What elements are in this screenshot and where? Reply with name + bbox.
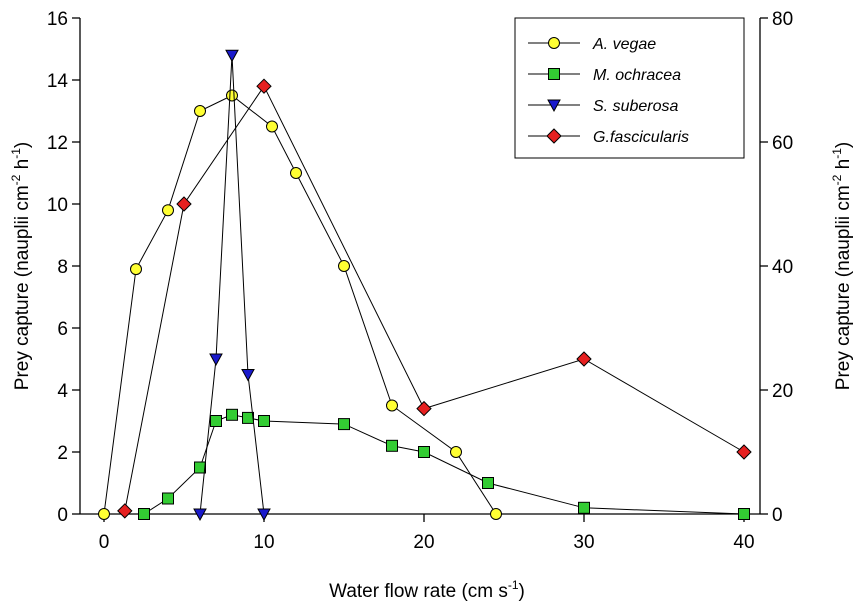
data-point-s-suberosa: [241, 369, 255, 382]
data-point-g-fascicularis: [256, 78, 272, 94]
left-y-tick-label: 12: [47, 133, 68, 154]
series-line-g-fascicularis: [124, 85, 745, 511]
left-y-axis-ticks: 0 2 4 6 8 10 12 14 16: [47, 9, 80, 526]
series-a-vegae: [98, 89, 502, 520]
data-point-m-ochracea: [386, 439, 398, 452]
left-y-tick-label: 10: [47, 195, 68, 216]
data-point-a-vegae: [226, 89, 238, 102]
legend-marker: [548, 37, 560, 49]
data-point-m-ochracea: [242, 411, 254, 424]
data-point-m-ochracea: [738, 508, 750, 520]
data-point-a-vegae: [130, 263, 142, 276]
left-y-axis-title: Prey capture (nauplii cm-2 h-1): [9, 142, 33, 390]
legend-label: S. suberosa: [593, 98, 678, 115]
right-y-tick-label: 60: [772, 133, 793, 154]
right-y-tick-label: 80: [772, 9, 793, 30]
data-point-s-suberosa: [225, 49, 239, 63]
data-point-a-vegae: [162, 204, 174, 217]
series-layer: [98, 49, 752, 522]
series-s-suberosa: [193, 49, 271, 522]
series-line-s-suberosa: [199, 55, 265, 515]
legend-item-s-suberosa: S. suberosa: [528, 98, 678, 115]
legend-marker: [546, 128, 562, 144]
data-point-a-vegae: [266, 120, 278, 133]
data-point-s-suberosa: [209, 353, 223, 367]
right-y-tick-label: 0: [772, 505, 783, 526]
left-y-tick-label: 4: [57, 381, 68, 402]
data-point-m-ochracea: [138, 508, 150, 520]
data-point-g-fascicularis: [176, 196, 192, 212]
series-m-ochracea: [138, 408, 750, 520]
data-point-g-fascicularis: [416, 400, 432, 417]
legend-items: A. vegae M. ochracea S. suberosa G.fascicul…: [528, 36, 689, 146]
legend-label: A. vegae: [592, 36, 656, 53]
data-point-m-ochracea: [194, 461, 206, 474]
data-point-m-ochracea: [210, 415, 222, 427]
data-point-a-vegae: [98, 508, 110, 520]
data-point-m-ochracea: [226, 408, 238, 421]
data-point-m-ochracea: [162, 492, 174, 505]
data-point-m-ochracea: [418, 446, 430, 458]
data-point-a-vegae: [338, 260, 350, 272]
legend-item-a-vegae: A. vegae: [528, 36, 656, 53]
left-y-tick-label: 0: [57, 505, 68, 526]
data-point-a-vegae: [386, 399, 398, 412]
x-tick-label: 20: [413, 532, 434, 553]
data-point-g-fascicularis: [736, 444, 752, 460]
right-y-tick-label: 20: [772, 381, 793, 402]
left-y-tick-label: 6: [57, 319, 68, 340]
legend-label: M. ochracea: [593, 67, 681, 84]
data-point-m-ochracea: [338, 418, 350, 431]
series-line-m-ochracea: [143, 414, 745, 515]
data-point-m-ochracea: [578, 501, 590, 514]
legend-marker: [548, 68, 560, 80]
legend: A. vegae M. ochracea S. suberosa G.fascicul…: [514, 17, 745, 159]
left-y-tick-label: 2: [57, 443, 68, 464]
data-point-m-ochracea: [482, 477, 494, 489]
legend-item-m-ochracea: M. ochracea: [528, 67, 681, 84]
x-tick-label: 40: [733, 532, 754, 553]
left-y-tick-label: 16: [47, 9, 68, 30]
x-axis-title: Water flow rate (cm s-1): [329, 578, 525, 602]
right-y-axis-title: Prey capture (nauplii cm-2 h-1): [830, 142, 854, 390]
x-tick-label: 0: [99, 532, 110, 553]
legend-label: G.fascicularis: [593, 129, 689, 146]
data-point-s-suberosa: [193, 508, 207, 522]
data-point-a-vegae: [194, 105, 206, 117]
left-y-tick-label: 8: [57, 257, 68, 278]
data-point-a-vegae: [450, 446, 462, 458]
data-point-m-ochracea: [258, 415, 270, 427]
data-point-a-vegae: [490, 508, 502, 520]
data-point-g-fascicularis: [576, 351, 592, 367]
data-point-g-fascicularis: [117, 503, 133, 519]
data-point-a-vegae: [290, 167, 302, 179]
legend-item-g-fascicularis: G.fascicularis: [528, 128, 689, 146]
x-axis-ticks: 0 10 20 30 40: [99, 514, 755, 553]
series-g-fascicularis: [117, 78, 752, 519]
left-y-tick-label: 14: [47, 71, 69, 92]
x-tick-label: 10: [253, 532, 274, 553]
x-tick-label: 30: [573, 532, 594, 553]
right-y-tick-label: 40: [772, 257, 793, 278]
data-point-s-suberosa: [257, 508, 271, 522]
legend-marker: [547, 99, 561, 113]
right-y-axis-ticks: 0 20 40 60 80: [760, 9, 793, 526]
